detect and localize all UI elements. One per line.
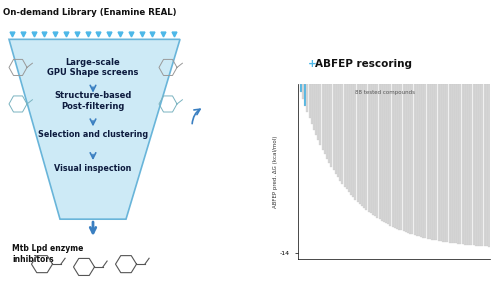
Bar <box>354 84 356 200</box>
Text: 88 tested compounds: 88 tested compounds <box>355 90 415 95</box>
Bar <box>342 84 344 184</box>
Bar <box>322 84 324 150</box>
Bar <box>429 84 431 239</box>
Bar <box>400 84 402 230</box>
Text: Visual inspection: Visual inspection <box>54 164 132 173</box>
Bar <box>444 84 446 242</box>
Bar <box>348 84 350 192</box>
Bar <box>446 84 448 242</box>
Bar <box>426 84 428 239</box>
Bar <box>453 84 455 243</box>
Bar <box>433 84 435 240</box>
Bar <box>385 84 387 223</box>
Bar <box>484 84 486 246</box>
Bar <box>409 84 411 234</box>
Bar <box>335 84 337 174</box>
Text: On-demand Library (Enamine REAL): On-demand Library (Enamine REAL) <box>4 8 177 17</box>
Bar <box>442 84 444 242</box>
Bar <box>383 84 385 222</box>
Bar <box>448 84 450 243</box>
Bar <box>458 84 460 244</box>
Text: Selection and clustering: Selection and clustering <box>38 130 148 139</box>
Bar <box>398 84 400 230</box>
Bar <box>346 84 348 189</box>
Text: +: + <box>308 59 320 69</box>
Bar <box>412 84 414 234</box>
Bar <box>363 84 365 208</box>
Bar <box>482 84 484 246</box>
Bar <box>324 84 326 154</box>
Bar <box>422 84 424 237</box>
Bar <box>479 84 481 246</box>
Bar <box>361 84 363 206</box>
Bar <box>462 84 464 244</box>
Text: Mtb Lpd enzyme
inhibitors: Mtb Lpd enzyme inhibitors <box>12 244 84 264</box>
Text: Structure-based
Post-filtering: Structure-based Post-filtering <box>54 91 132 111</box>
Bar <box>304 84 306 106</box>
Bar <box>310 84 312 124</box>
Bar <box>436 84 438 241</box>
Bar <box>300 84 302 92</box>
Bar <box>344 84 345 187</box>
Bar <box>466 84 468 245</box>
Bar <box>468 84 470 245</box>
Bar <box>372 84 374 215</box>
Bar <box>470 84 472 245</box>
Bar <box>396 84 398 229</box>
Bar <box>431 84 433 239</box>
Bar <box>356 84 358 202</box>
Bar <box>418 84 420 236</box>
Bar <box>420 84 422 237</box>
Bar <box>424 84 426 238</box>
Bar <box>318 84 320 140</box>
Bar <box>380 84 382 221</box>
Bar <box>332 84 334 170</box>
Bar <box>472 84 474 245</box>
Bar <box>455 84 457 244</box>
Text: Large-scale
GPU Shape screens: Large-scale GPU Shape screens <box>48 58 138 77</box>
Bar <box>330 84 332 167</box>
Bar <box>337 84 339 177</box>
Bar <box>475 84 477 246</box>
Bar <box>302 84 304 99</box>
Bar <box>352 84 354 197</box>
Bar <box>488 84 490 246</box>
Bar <box>328 84 330 163</box>
Bar <box>460 84 462 244</box>
Bar <box>308 84 310 118</box>
Bar <box>374 84 376 216</box>
Bar <box>366 84 368 210</box>
Bar <box>405 84 407 232</box>
Bar <box>416 84 418 236</box>
Bar <box>370 84 372 213</box>
Bar <box>440 84 442 241</box>
Bar <box>402 84 404 231</box>
Bar <box>359 84 361 204</box>
Bar <box>438 84 440 241</box>
Bar <box>378 84 380 219</box>
Y-axis label: ABFEP pred. ΔG (kcal/mol): ABFEP pred. ΔG (kcal/mol) <box>274 135 278 208</box>
Bar <box>315 84 317 135</box>
Bar <box>306 84 308 112</box>
Bar <box>414 84 416 235</box>
Bar <box>350 84 352 195</box>
Bar <box>326 84 328 159</box>
Bar <box>376 84 378 218</box>
Bar <box>486 84 488 246</box>
Text: ABFEP rescoring: ABFEP rescoring <box>315 59 412 69</box>
Bar <box>320 84 322 145</box>
Bar <box>392 84 394 227</box>
Bar <box>368 84 370 212</box>
Bar <box>339 84 341 181</box>
Bar <box>390 84 392 226</box>
Bar <box>313 84 315 130</box>
Polygon shape <box>9 39 180 219</box>
Bar <box>477 84 479 246</box>
Bar <box>388 84 390 225</box>
Bar <box>464 84 466 244</box>
Bar <box>450 84 452 243</box>
Bar <box>407 84 409 233</box>
Bar <box>394 84 396 228</box>
